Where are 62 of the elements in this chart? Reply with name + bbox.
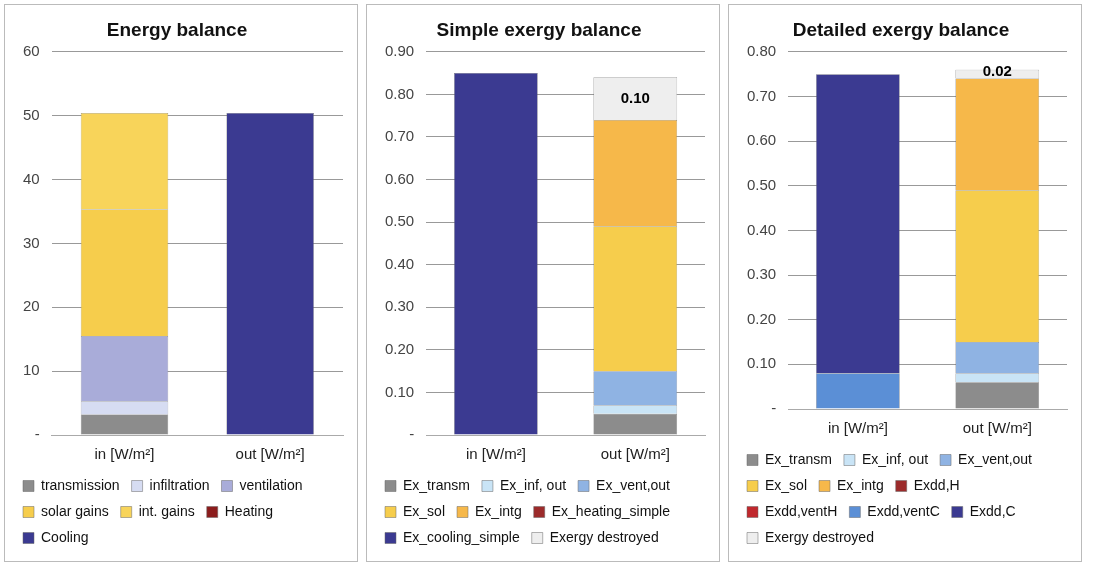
- y-tick-label: 0.10: [384, 382, 415, 400]
- legend-label: Ex_transm: [765, 450, 832, 467]
- legend-label: Ex_inf, out: [499, 476, 567, 493]
- x-tick-label: out [W/m²]: [235, 445, 305, 463]
- legend-label: Exergy destroyed: [549, 528, 659, 545]
- y-tick-label: 0.50: [746, 175, 777, 193]
- y-tick-label: 0.60: [384, 169, 415, 187]
- legend-label: Exdd,H: [913, 476, 960, 493]
- y-tick-label: 0.60: [746, 131, 777, 149]
- legend-label: Exdd,ventH: [765, 502, 838, 519]
- legend-label: Ex_heating_simple: [551, 502, 671, 519]
- legend-label: transmission: [41, 476, 120, 493]
- y-tick-label: 20: [23, 297, 40, 315]
- legend-label: Ex_cooling_simple: [403, 528, 520, 545]
- legend-label: Ex_sol: [765, 476, 808, 493]
- y-tick-label: 0.90: [384, 41, 415, 59]
- chart-title: Simple exergy balance: [436, 18, 642, 40]
- legend-label: Exdd,C: [969, 502, 1016, 519]
- legend-label: Cooling: [41, 528, 89, 545]
- y-tick-label: 0.40: [746, 220, 777, 238]
- legend-label: ventilation: [239, 476, 303, 493]
- legend-label: Ex_intg: [475, 502, 522, 519]
- y-tick-label: 0.20: [384, 339, 415, 357]
- legend-label: Exdd,ventC: [867, 502, 940, 519]
- y-tick-label: 0.50: [384, 212, 415, 230]
- legend-label: Ex_transm: [403, 476, 470, 493]
- x-tick-label: out [W/m²]: [600, 445, 670, 463]
- legend-label: infiltration: [149, 476, 210, 493]
- y-tick-label: 0.70: [746, 86, 777, 104]
- y-tick-label: 0.80: [746, 41, 777, 59]
- y-tick-label: 0.30: [746, 265, 777, 283]
- legend-label: Heating: [224, 502, 273, 519]
- y-tick-label: 0.40: [384, 254, 415, 272]
- x-tick-label: in [W/m²]: [94, 445, 155, 463]
- legend-label: Ex_vent,out: [596, 476, 671, 493]
- x-tick-label: in [W/m²]: [827, 419, 888, 437]
- chart-title: Energy balance: [106, 18, 248, 40]
- y-tick-label: -: [34, 425, 40, 443]
- y-tick-label: 0.10: [746, 354, 777, 372]
- y-tick-label: 0.80: [384, 84, 415, 102]
- chart-title: Detailed exergy balance: [792, 18, 1010, 40]
- y-tick-label: -: [409, 425, 415, 443]
- legend-label: Exergy destroyed: [765, 528, 874, 545]
- legend-label: Ex_inf, out: [861, 450, 929, 467]
- y-tick-label: 10: [23, 361, 40, 379]
- data-label: 0.10: [620, 88, 650, 106]
- y-tick-label: 0.20: [746, 309, 777, 327]
- legend-label: int. gains: [138, 502, 195, 519]
- legend-label: Ex_sol: [403, 502, 446, 519]
- x-tick-label: out [W/m²]: [962, 419, 1032, 437]
- y-tick-label: 50: [23, 105, 40, 123]
- y-tick-label: -: [771, 399, 777, 417]
- x-tick-label: in [W/m²]: [465, 445, 526, 463]
- y-tick-label: 60: [23, 41, 40, 59]
- y-tick-label: 40: [23, 169, 40, 187]
- legend-label: solar gains: [41, 502, 109, 519]
- y-tick-label: 30: [23, 233, 40, 251]
- legend-label: Ex_intg: [837, 476, 884, 493]
- legend-label: Ex_vent,out: [958, 450, 1033, 467]
- y-tick-label: 0.30: [384, 297, 415, 315]
- y-tick-label: 0.70: [384, 127, 415, 145]
- data-label: 0.02: [982, 61, 1012, 79]
